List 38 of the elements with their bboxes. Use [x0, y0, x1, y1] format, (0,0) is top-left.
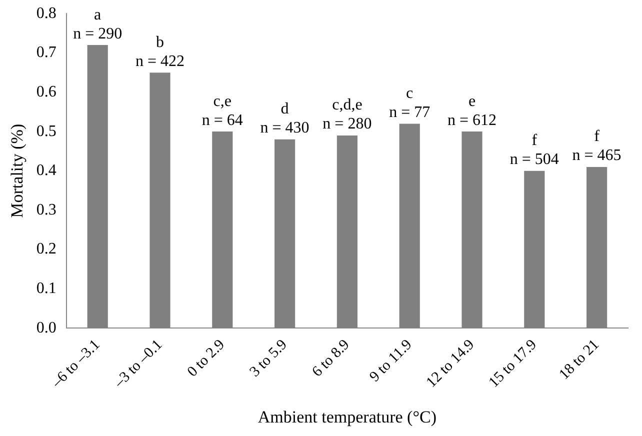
annotation: e [468, 92, 476, 110]
annotation: a [94, 6, 102, 24]
y-tick-label: 0.4 [36, 162, 56, 180]
annotation: n = 64 [202, 112, 243, 129]
annotation: f [532, 132, 538, 150]
y-tick-label: 0.8 [36, 4, 56, 22]
y-tick-label: 0.7 [36, 44, 56, 62]
x-tick-label: 18 to 21 [556, 336, 602, 383]
x-tick-label: –3 to –0.1 [110, 336, 166, 392]
x-tick-label: 15 to 17.9 [486, 336, 540, 391]
y-tick-label: 0.2 [36, 240, 56, 258]
x-tick-label: 3 to 5.9 [246, 336, 290, 380]
annotation: f [594, 128, 600, 146]
y-tick-label: 0.0 [36, 319, 56, 336]
y-tick-label: 0.3 [36, 201, 56, 218]
annotation: n = 504 [510, 151, 559, 168]
y-tick-label: 0.5 [36, 122, 56, 140]
annotation: n = 280 [322, 116, 372, 133]
annotation: n = 612 [447, 112, 497, 129]
x-tick-label: –6 to –3.1 [48, 336, 104, 392]
annotation: n = 422 [135, 52, 185, 70]
x-axis-title: Ambient temperature (°C) [258, 407, 437, 426]
x-tick-label: 9 to 11.9 [366, 336, 416, 386]
annotation: n = 77 [389, 104, 430, 121]
annotation: d [280, 100, 289, 118]
annotation: c,e [213, 92, 232, 110]
annotation: n = 430 [260, 120, 310, 137]
annotation: c [406, 84, 414, 102]
y-axis-title: Mortality (%) [8, 124, 27, 218]
y-tick-label: 0.6 [36, 83, 56, 100]
x-tick-label: 12 to 14.9 [424, 336, 478, 391]
annotation: c,d,e [332, 96, 362, 114]
x-tick-label: 0 to 2.9 [184, 336, 228, 380]
annotation: n = 465 [572, 147, 622, 164]
y-tick-label: 0.1 [36, 280, 56, 298]
annotation: n = 290 [73, 25, 122, 42]
annotation: b [156, 34, 164, 51]
x-tick-label: 6 to 8.9 [309, 336, 353, 380]
